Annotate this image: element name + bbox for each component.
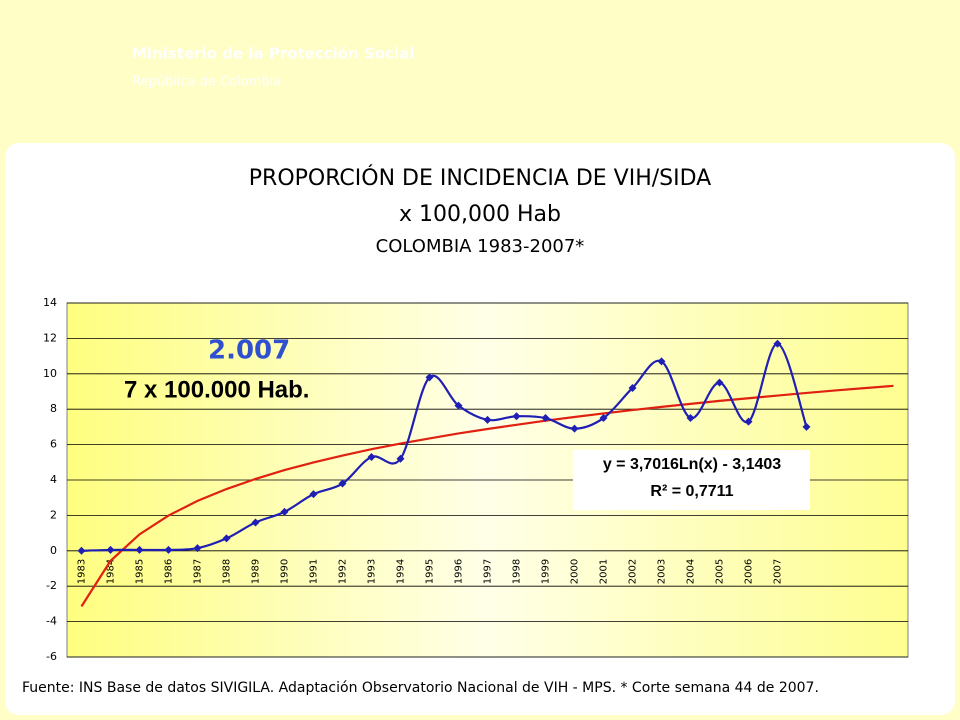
x-tick-label: 2006: [744, 559, 755, 584]
marker: [802, 422, 811, 431]
x-tick-label: 2004: [686, 559, 697, 584]
y-tick-label: 14: [43, 296, 57, 309]
x-tick-label: 1984: [106, 559, 117, 584]
marker: [744, 417, 753, 426]
x-tick-label: 2007: [773, 559, 784, 584]
equation: y = 3,7016Ln(x) - 3,1403: [603, 456, 781, 473]
x-tick-label: 2003: [657, 559, 668, 584]
x-tick-label: 1989: [251, 559, 262, 584]
source: Fuente: INS Base de datos SIVIGILA. Adap…: [22, 680, 819, 696]
y-tick-label: 12: [43, 331, 57, 344]
x-tick-label: 1987: [193, 559, 204, 584]
marker: [715, 378, 724, 387]
marker: [454, 401, 463, 410]
marker: [77, 546, 86, 555]
x-tick-label: 2001: [599, 559, 610, 584]
y-tick-label: 2: [50, 508, 57, 521]
marker: [541, 414, 550, 423]
x-tick-label: 2002: [628, 559, 639, 584]
marker: [222, 534, 231, 543]
x-tick-label: 1994: [396, 559, 407, 584]
marker: [512, 412, 521, 421]
annotation: 2.007: [208, 336, 290, 366]
x-tick-label: 1996: [454, 559, 465, 584]
marker: [425, 373, 434, 382]
y-tick-label: 4: [50, 473, 57, 486]
marker: [280, 507, 289, 516]
marker: [396, 454, 405, 463]
x-tick-label: 1983: [77, 559, 88, 584]
marker: [483, 415, 492, 424]
y-tick-label: -4: [46, 615, 57, 628]
x-tick-label: 1990: [280, 559, 291, 584]
x-tick-label: 1995: [425, 559, 436, 584]
x-tick-label: 1986: [164, 559, 175, 584]
x-tick-label: 1992: [338, 559, 349, 584]
marker: [657, 357, 666, 366]
x-tick-label: 1993: [367, 559, 378, 584]
x-tick-label: 1991: [309, 559, 320, 584]
x-tick-label: 1999: [541, 559, 552, 584]
x-tick-label: 1988: [222, 559, 233, 584]
marker: [367, 452, 376, 461]
header-title: Ministerio de la Protección Social: [132, 45, 414, 63]
series-line: [81, 342, 808, 552]
equation-box: [573, 450, 810, 510]
marker: [599, 414, 608, 423]
x-tick-label: 1998: [512, 559, 523, 584]
annotation: 7 x 100.000 Hab.: [124, 376, 309, 403]
x-tick-label: 1997: [483, 559, 494, 584]
marker: [135, 545, 144, 554]
x-tick-label: 1985: [135, 559, 146, 584]
chart-subtitle: COLOMBIA 1983-2007*: [376, 236, 585, 257]
marker: [338, 479, 347, 488]
y-tick-label: 6: [50, 438, 57, 451]
r-squared: R² = 0,7711: [650, 483, 733, 500]
marker: [193, 544, 202, 553]
marker: [106, 545, 115, 554]
x-tick-label: 2000: [570, 559, 581, 584]
marker: [309, 490, 318, 499]
chart-subtitle: x 100,000 Hab: [399, 202, 561, 227]
plot: -6 -4 -2 0 2 4 6 8 10 12 14 1983 1984 1985 1986 1987 198…: [43, 296, 908, 663]
marker: [251, 518, 260, 527]
y-tick-label: 0: [50, 544, 57, 557]
header-subtitle: República de Colombia: [132, 75, 281, 90]
y-tick-label: 10: [43, 367, 57, 380]
marker: [628, 383, 637, 392]
y-tick-label: -6: [46, 650, 57, 663]
marker: [164, 545, 173, 554]
chart-title: PROPORCIÓN DE INCIDENCIA DE VIH/SIDA: [249, 165, 711, 191]
marker: [773, 339, 782, 348]
marker: [570, 424, 579, 433]
marker: [686, 414, 695, 423]
y-tick-label: 8: [50, 402, 57, 415]
y-tick-label: -2: [46, 579, 57, 592]
x-tick-label: 2005: [715, 559, 726, 584]
